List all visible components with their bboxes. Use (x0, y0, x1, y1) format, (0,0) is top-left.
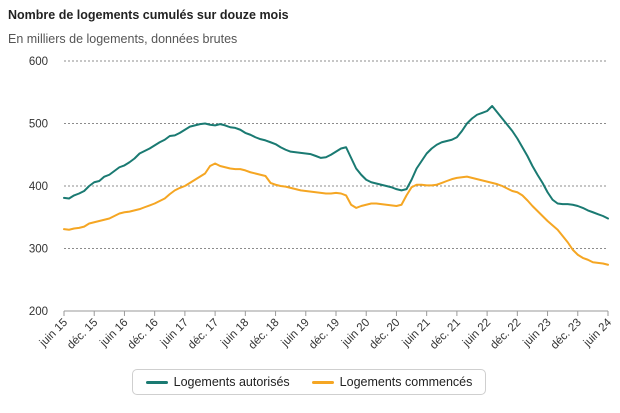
y-tick-label-200: 200 (29, 306, 48, 318)
x-tick-label: déc. 15 (65, 317, 100, 352)
series-lines (63, 105, 609, 266)
x-tick-label: juin 15 (37, 317, 70, 350)
x-tick-label: juin 24 (581, 316, 615, 350)
legend-label-commences: Logements commencés (339, 375, 473, 389)
y-tick-label-600: 600 (29, 56, 48, 68)
x-tick-label: déc. 21 (428, 317, 463, 352)
y-tick-label-400: 400 (29, 181, 48, 193)
legend: Logements autorisés Logements commencés (132, 369, 486, 395)
x-tick-label: juin 23 (521, 317, 554, 350)
x-tick-label: déc. 20 (367, 317, 402, 352)
x-tick-label: déc. 23 (549, 317, 584, 352)
x-tick-label: déc. 17 (186, 317, 221, 352)
x-tick-label: juin 22 (460, 317, 493, 350)
x-tick-label: déc. 16 (126, 317, 161, 352)
chart-title: Nombre de logements cumulés sur douze mo… (8, 8, 289, 22)
x-tick-label: déc. 18 (247, 317, 282, 352)
y-axis-ticks: 200 300 400 500 600 (29, 56, 48, 318)
chart-subtitle: En milliers de logements, données brutes (8, 32, 238, 46)
x-tick-label: juin 21 (400, 317, 433, 350)
series-line-commences (63, 162, 609, 266)
legend-swatch-commences (311, 380, 334, 384)
x-tick-label: déc. 19 (307, 317, 342, 352)
x-tick-label: déc. 22 (488, 317, 523, 352)
x-tick-label: juin 20 (339, 317, 372, 350)
x-tick-label: juin 19 (279, 317, 312, 350)
legend-item-commences[interactable]: Logements commencés (311, 375, 473, 389)
legend-item-autorises[interactable]: Logements autorisés (145, 375, 290, 389)
x-tick-label: juin 16 (97, 317, 130, 350)
grid (64, 60, 608, 312)
x-tick-label: juin 17 (158, 317, 191, 350)
legend-swatch-autorises (145, 380, 168, 384)
x-tick-label: juin 18 (218, 317, 251, 350)
y-tick-label-300: 300 (29, 244, 48, 256)
y-tick-label-500: 500 (29, 119, 48, 131)
legend-label-autorises: Logements autorisés (173, 375, 290, 389)
series-line-autorises (63, 105, 609, 220)
